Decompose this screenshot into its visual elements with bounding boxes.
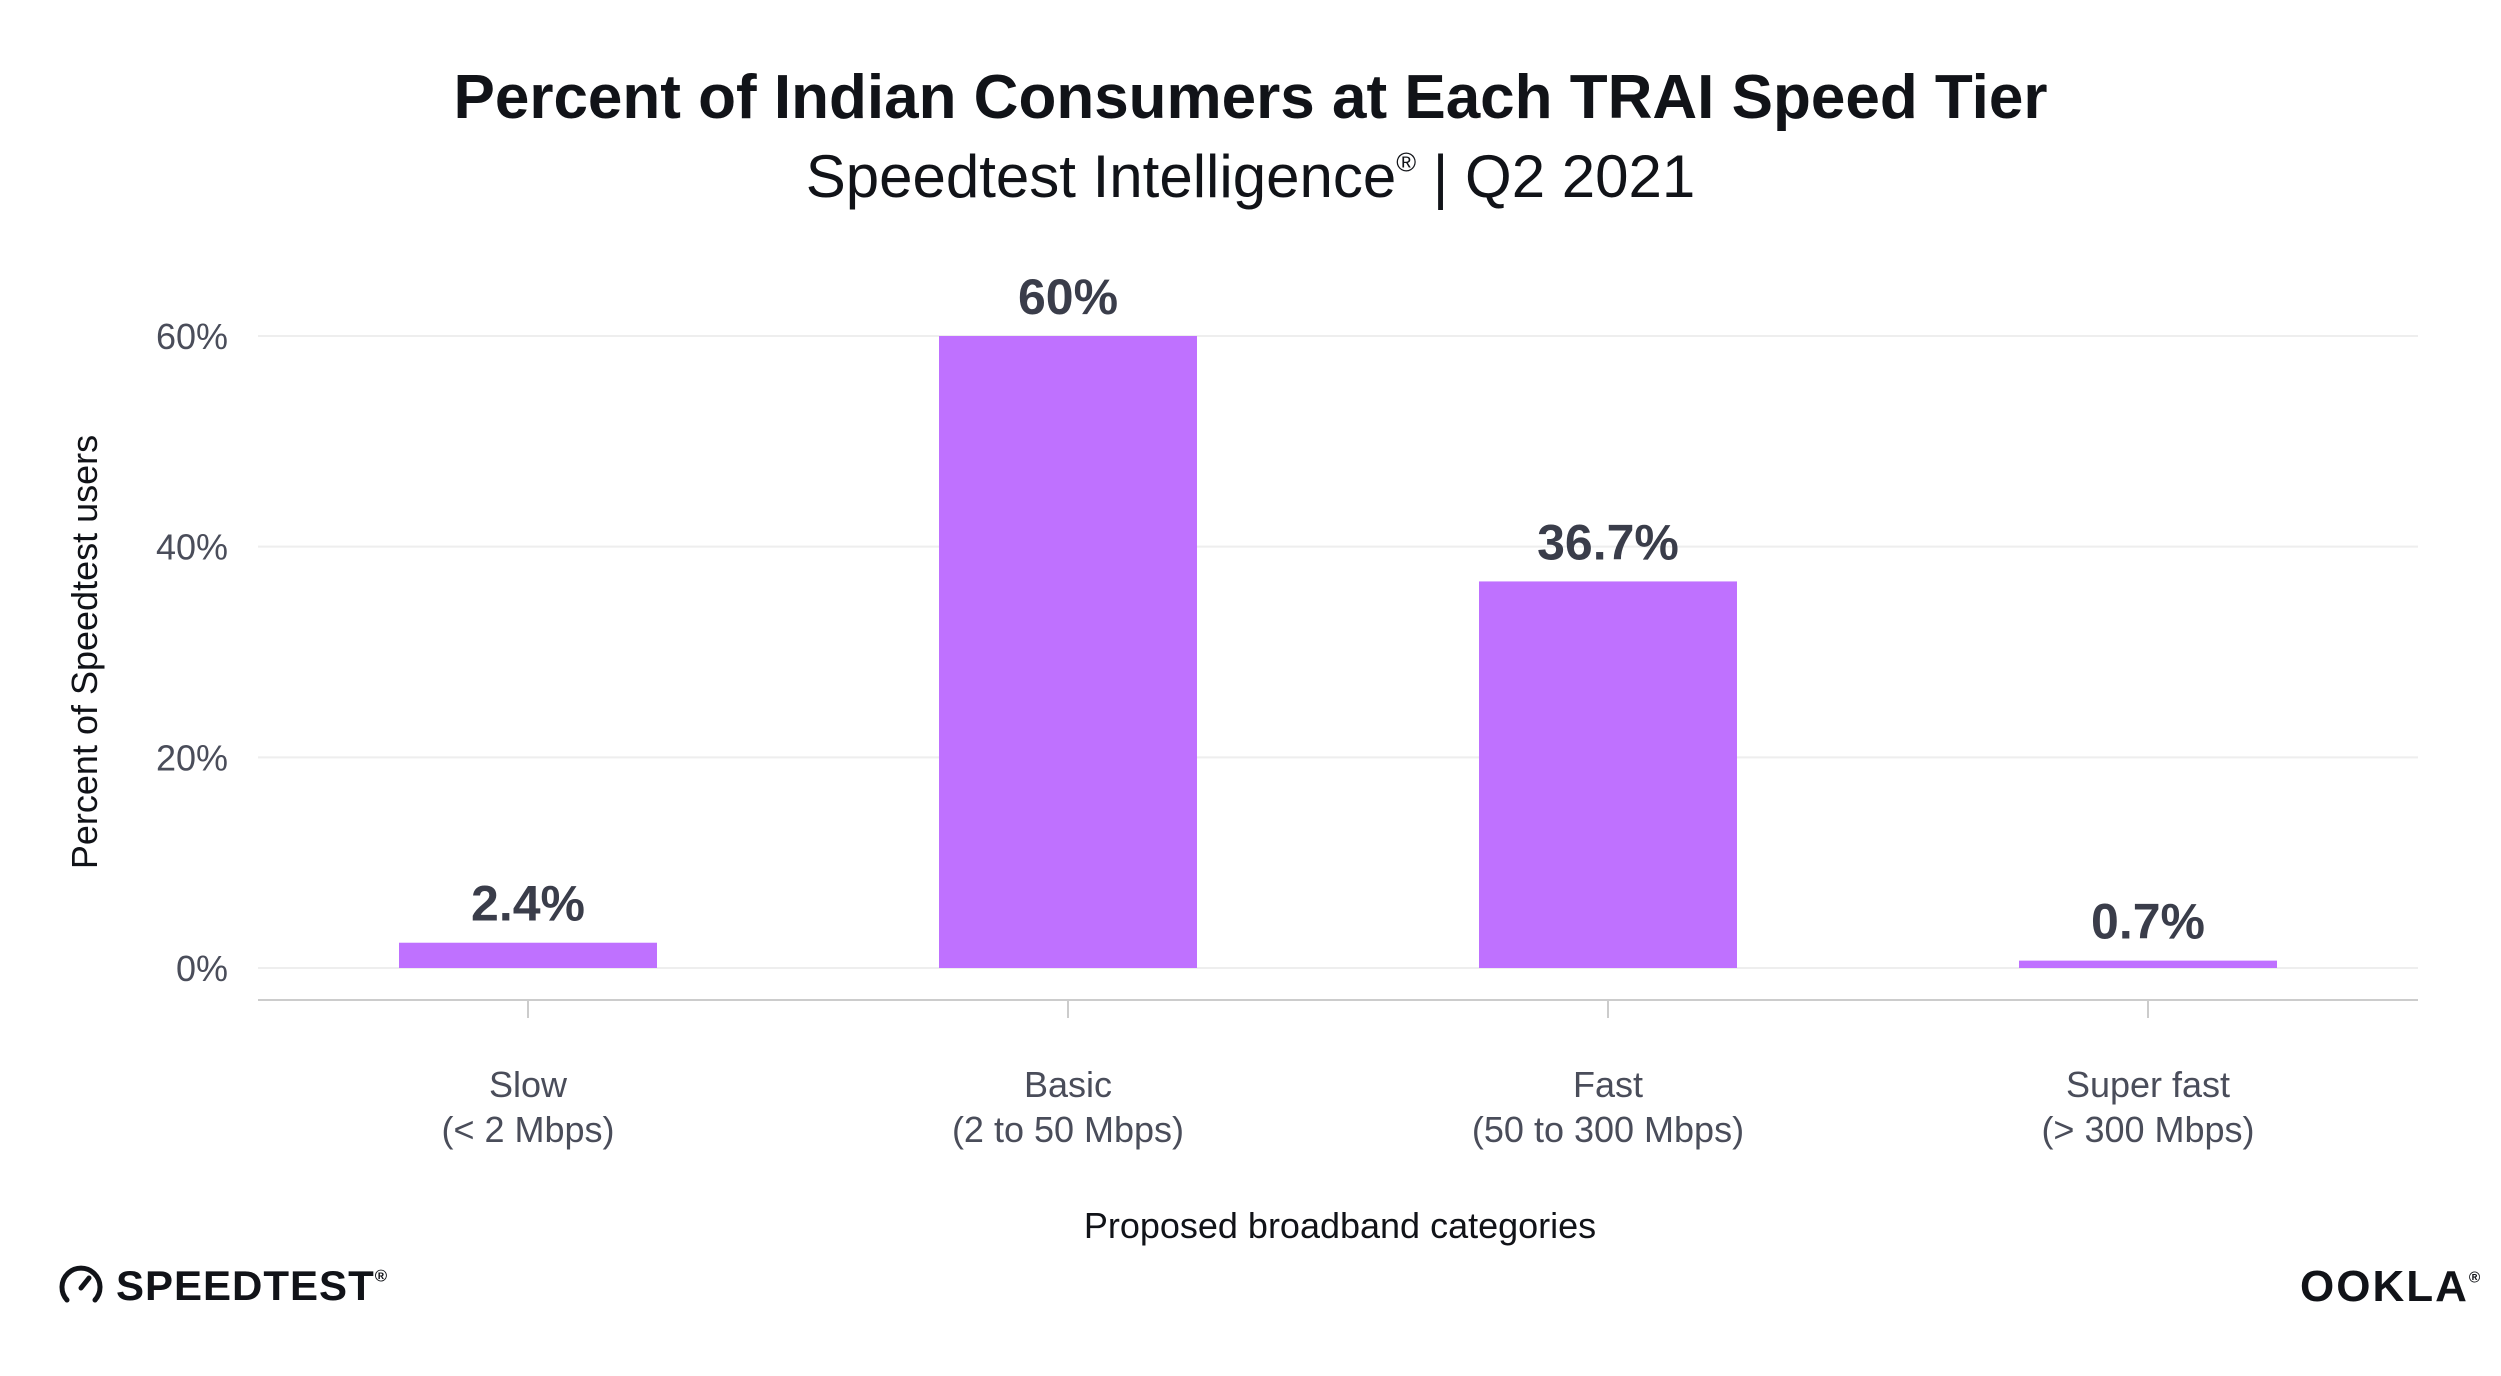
- x-axis-title: Proposed broadband categories: [1084, 1205, 1596, 1246]
- x-tick-label: Super fast: [2066, 1064, 2230, 1105]
- y-tick-label: 20%: [156, 737, 228, 778]
- x-tick-sublabel: (> 300 Mbps): [2041, 1109, 2254, 1150]
- bar: [939, 336, 1197, 968]
- speedtest-logo: SPEEDTEST®: [58, 1262, 388, 1310]
- y-tick-label: 60%: [156, 316, 228, 357]
- bar-value-label: 2.4%: [471, 876, 585, 932]
- speedometer-icon: [59, 1265, 103, 1303]
- registered-mark: ®: [1396, 147, 1417, 178]
- x-tick-sublabel: (50 to 300 Mbps): [1472, 1109, 1744, 1150]
- bar-value-label: 36.7%: [1537, 514, 1679, 570]
- y-tick-label: 40%: [156, 527, 228, 568]
- bar-value-label: 0.7%: [2091, 894, 2205, 950]
- x-tick-label: Slow: [489, 1064, 568, 1105]
- chart-title: Percent of Indian Consumers at Each TRAI…: [453, 63, 2048, 132]
- x-tick-sublabel: (2 to 50 Mbps): [952, 1109, 1184, 1150]
- bar: [399, 942, 657, 968]
- bar: [1479, 581, 1737, 968]
- subtitle-suffix: | Q2 2021: [1416, 143, 1696, 210]
- subtitle-prefix: Speedtest Intelligence: [805, 143, 1397, 210]
- y-axis-title: Percent of Speedtest users: [64, 435, 105, 869]
- speedtest-wordmark: SPEEDTEST®: [116, 1262, 389, 1309]
- y-tick-label: 0%: [176, 948, 228, 989]
- bar: [2019, 960, 2277, 968]
- ookla-logo: OOKLA®: [2300, 1262, 2483, 1311]
- x-tick-sublabel: (< 2 Mbps): [441, 1109, 614, 1150]
- x-tick-label: Fast: [1573, 1064, 1643, 1105]
- bar-value-label: 60%: [1018, 269, 1118, 325]
- chart-subtitle: Speedtest Intelligence® | Q2 2021: [0, 142, 2501, 211]
- x-tick-label: Basic: [1024, 1064, 1112, 1105]
